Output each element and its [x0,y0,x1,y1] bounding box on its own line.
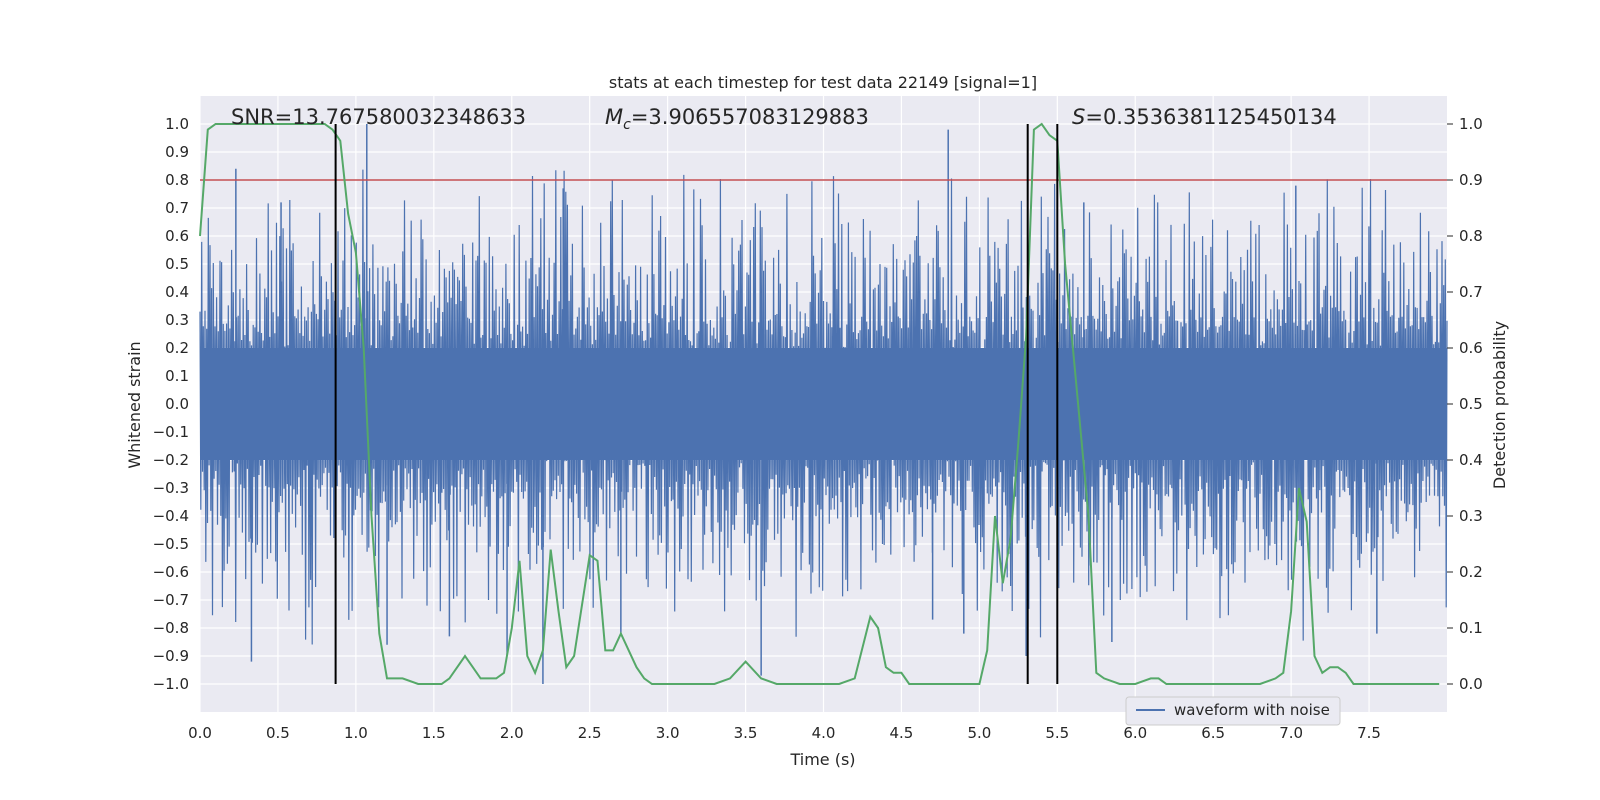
y2-tick-label: 0.5 [1459,395,1483,413]
y-tick-label: 0.0 [165,395,189,413]
x-axis-label: Time (s) [789,750,855,769]
x-tick-label: 6.0 [1123,724,1147,742]
y2-tick-label: 0.4 [1459,451,1483,469]
y-tick-label: −0.3 [153,479,189,497]
chirp-mass-subscript: c [623,117,631,133]
y-tick-label: −0.9 [153,647,189,665]
waveform-series [199,124,1448,684]
chart-title: stats at each timestep for test data 221… [609,73,1037,92]
y-tick-label: 0.1 [165,367,189,385]
y-tick-label: 0.5 [165,255,189,273]
x-tick-label: 2.0 [500,724,524,742]
chirp-mass-annotation: Mc=3.906557083129883 [605,105,869,133]
y2-tick-label: 0.6 [1459,339,1483,357]
y-axis-label: Whitened strain [125,341,144,468]
detection-probability-series [199,122,1440,685]
x-tick-label: 6.5 [1201,724,1225,742]
x-tick-label: 2.5 [578,724,602,742]
x-tick-label: 4.0 [812,724,836,742]
y-tick-label: −0.7 [153,591,189,609]
x-tick-label: 7.0 [1279,724,1303,742]
x-tick-label: 1.0 [344,724,368,742]
x-tick-labels: 0.0 0.5 1.0 1.5 2.0 2.5 3.0 3.5 4.0 4.5 5.0 5.5 6.0 6… [188,724,1381,742]
x-tick-label: 4.5 [890,724,914,742]
legend: waveform with noise [1125,696,1341,726]
detection-probability-line [199,122,1440,685]
y2-tick-label: 0.9 [1459,171,1483,189]
y-tick-label: −1.0 [153,675,189,693]
x-tick-label: 0.0 [188,724,212,742]
x-tick-label: 7.5 [1357,724,1381,742]
y2-tick-label: 0.7 [1459,283,1483,301]
y-tick-label: 0.8 [165,171,189,189]
y-tick-label: −0.5 [153,535,189,553]
y-tick-label: −0.4 [153,507,189,525]
waveform-line [199,169,1448,645]
y2-tick-label: 1.0 [1459,115,1483,133]
y2-tick-labels: 1.0 0.9 0.8 0.7 0.6 0.5 0.4 0.3 0.2 0.1 0.0 [1447,115,1483,693]
x-tick-label: 5.0 [967,724,991,742]
y-tick-label: 0.7 [165,199,189,217]
y-tick-label: 0.2 [165,339,189,357]
y-tick-label: 0.9 [165,143,189,161]
y2-tick-label: 0.3 [1459,507,1483,525]
x-tick-label: 3.5 [734,724,758,742]
legend-box [1125,696,1341,726]
y2-axis-label: Detection probability [1490,321,1509,489]
y2-tick-label: 0.8 [1459,227,1483,245]
legend-label: waveform with noise [1174,701,1330,719]
y2-tick-label: 0.2 [1459,563,1483,581]
y-tick-labels: 1.0 0.9 0.8 0.7 0.6 0.5 0.4 0.3 0.2 0.1 0.0 −0.1 −0.… [153,115,189,693]
s-annotation: S=0.3536381125450134 [1072,105,1337,129]
y-tick-label: −0.8 [153,619,189,637]
y-tick-label: 1.0 [165,115,189,133]
vertical-markers [334,124,1059,684]
y2-tick-label: 0.0 [1459,675,1483,693]
y-tick-label: −0.2 [153,451,189,469]
x-tick-label: 3.0 [656,724,680,742]
chirp-mass-symbol: M [605,105,623,129]
s-symbol: S [1072,105,1085,129]
y2-tick-label: 0.1 [1459,619,1483,637]
x-tick-label: 0.5 [266,724,290,742]
x-tick-label: 5.5 [1045,724,1069,742]
y-tick-label: −0.6 [153,563,189,581]
y-tick-label: −0.1 [153,423,189,441]
y-tick-label: 0.3 [165,311,189,329]
x-tick-label: 1.5 [422,724,446,742]
y-tick-label: 0.6 [165,227,189,245]
snr-annotation: SNR=13.767580032348633 [231,105,526,129]
chirp-mass-value: =3.906557083129883 [631,105,869,129]
s-value: =0.3536381125450134 [1085,105,1336,129]
waveform-dense-band [200,348,1447,460]
y-tick-label: 0.4 [165,283,189,301]
